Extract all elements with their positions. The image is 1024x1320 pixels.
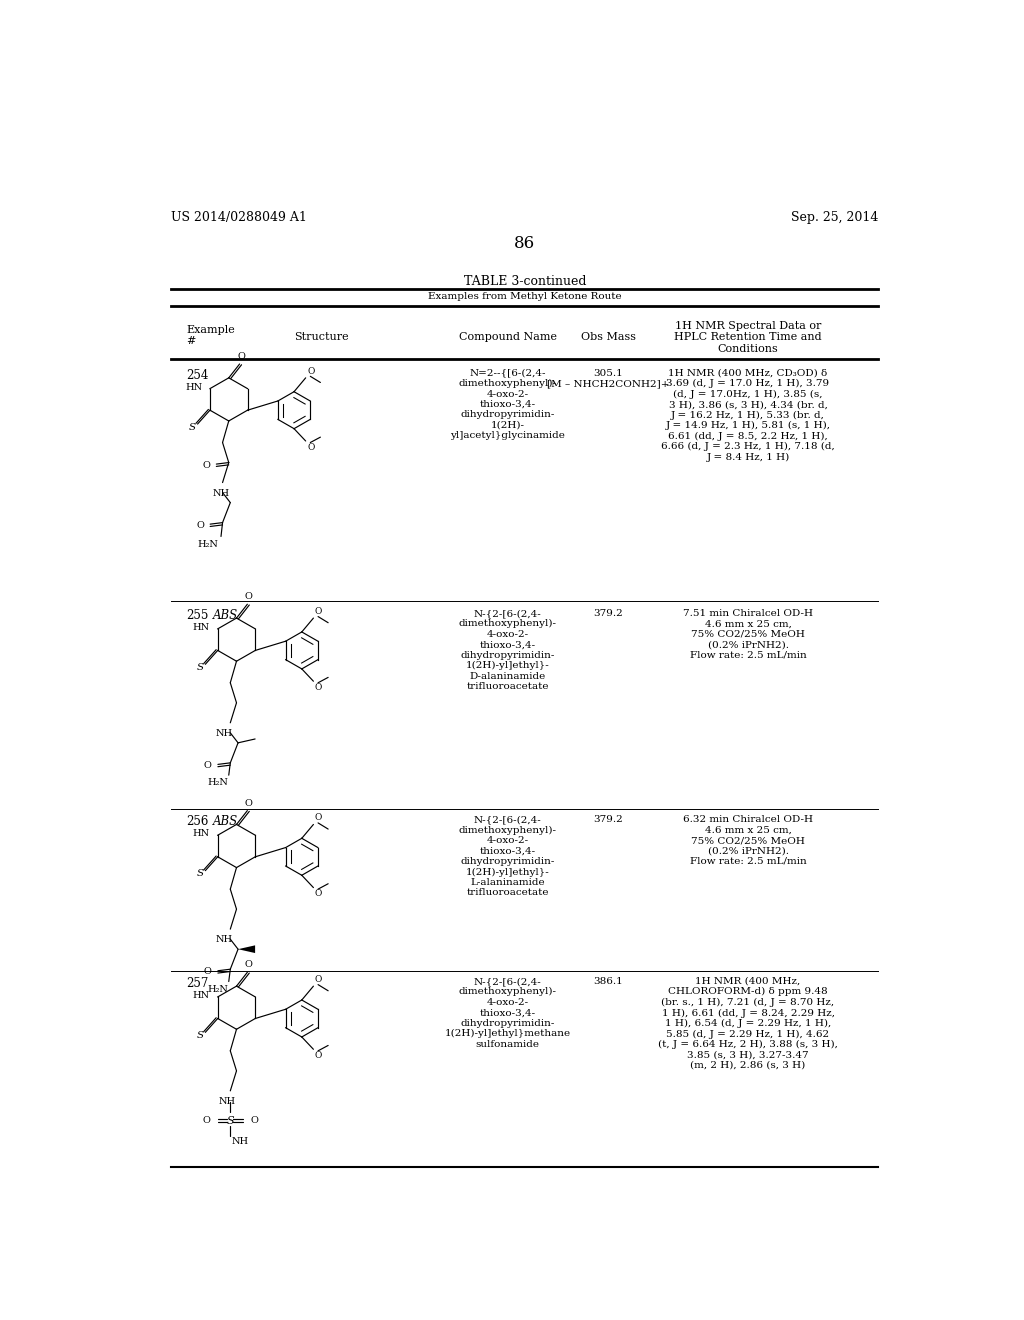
Polygon shape [238, 945, 255, 953]
Text: HN: HN [193, 829, 210, 838]
Text: O: O [315, 813, 323, 822]
Text: O: O [245, 593, 253, 601]
Text: O: O [315, 890, 323, 898]
Text: O: O [245, 799, 253, 808]
Text: 379.2: 379.2 [594, 816, 624, 824]
Text: ABS: ABS [213, 816, 239, 828]
Text: Example
#: Example # [186, 325, 234, 346]
Text: O: O [307, 442, 314, 451]
Text: 256: 256 [186, 816, 209, 828]
Text: S: S [197, 663, 204, 672]
Text: Obs Mass: Obs Mass [581, 333, 636, 342]
Text: O: O [204, 968, 212, 977]
Text: NH: NH [215, 936, 232, 944]
Text: O: O [245, 960, 253, 969]
Text: US 2014/0288049 A1: US 2014/0288049 A1 [171, 211, 306, 224]
Text: O: O [315, 607, 323, 615]
Text: Compound Name: Compound Name [459, 333, 557, 342]
Text: 86: 86 [514, 235, 536, 252]
Text: N=2--{[6-(2,4-
dimethoxyphenyl)-
4-oxo-2-
thioxo-3,4-
dihydropyrimidin-
1(2H)-
y: N=2--{[6-(2,4- dimethoxyphenyl)- 4-oxo-2… [451, 368, 565, 440]
Text: O: O [203, 1115, 210, 1125]
Text: 1H NMR Spectral Data or
HPLC Retention Time and
Conditions: 1H NMR Spectral Data or HPLC Retention T… [674, 321, 822, 354]
Text: HN: HN [193, 623, 210, 632]
Text: 6.32 min Chiralcel OD-H
4.6 mm x 25 cm,
75% CO2/25% MeOH
(0.2% iPrNH2).
Flow rat: 6.32 min Chiralcel OD-H 4.6 mm x 25 cm, … [683, 816, 813, 866]
Text: H₂N: H₂N [208, 985, 228, 994]
Text: NH: NH [215, 729, 232, 738]
Text: S: S [226, 1115, 234, 1126]
Text: O: O [251, 1115, 258, 1125]
Text: TABLE 3-continued: TABLE 3-continued [464, 276, 586, 289]
Text: O: O [238, 352, 245, 360]
Text: N-{2-[6-(2,4-
dimethoxyphenyl)-
4-oxo-2-
thioxo-3,4-
dihydropyrimidin-
1(2H)-yl]: N-{2-[6-(2,4- dimethoxyphenyl)- 4-oxo-2-… [459, 609, 557, 690]
Text: NH: NH [219, 1097, 236, 1106]
Text: HN: HN [193, 991, 210, 999]
Text: 1H NMR (400 MHz, CD₃OD) δ
3.69 (d, J = 17.0 Hz, 1 H), 3.79
(d, J = 17.0Hz, 1 H),: 1H NMR (400 MHz, CD₃OD) δ 3.69 (d, J = 1… [662, 368, 835, 462]
Text: 257: 257 [186, 977, 209, 990]
Text: Examples from Methyl Ketone Route: Examples from Methyl Ketone Route [428, 293, 622, 301]
Text: O: O [204, 762, 212, 770]
Text: S: S [197, 1031, 204, 1040]
Text: 379.2: 379.2 [594, 609, 624, 618]
Text: O: O [203, 461, 210, 470]
Text: O: O [315, 975, 323, 983]
Text: N-{2-[6-(2,4-
dimethoxyphenyl)-
4-oxo-2-
thioxo-3,4-
dihydropyrimidin-
1(2H)-yl]: N-{2-[6-(2,4- dimethoxyphenyl)- 4-oxo-2-… [459, 816, 557, 898]
Text: O: O [307, 367, 314, 376]
Text: 1H NMR (400 MHz,
CHLOROFORM-d) δ ppm 9.48
(br. s., 1 H), 7.21 (d, J = 8.70 Hz,
1: 1H NMR (400 MHz, CHLOROFORM-d) δ ppm 9.4… [658, 977, 838, 1071]
Text: 305.1
[M – NHCH2CONH2]+: 305.1 [M – NHCH2CONH2]+ [547, 368, 670, 388]
Text: NH: NH [212, 488, 229, 498]
Text: Structure: Structure [295, 333, 349, 342]
Text: O: O [315, 682, 323, 692]
Text: 254: 254 [186, 368, 209, 381]
Text: S: S [188, 422, 196, 432]
Text: 386.1: 386.1 [594, 977, 624, 986]
Text: 255: 255 [186, 609, 209, 622]
Text: S: S [197, 870, 204, 878]
Text: Sep. 25, 2014: Sep. 25, 2014 [791, 211, 879, 224]
Text: N-{2-[6-(2,4-
dimethoxyphenyl)-
4-oxo-2-
thioxo-3,4-
dihydropyrimidin-
1(2H)-yl]: N-{2-[6-(2,4- dimethoxyphenyl)- 4-oxo-2-… [444, 977, 570, 1048]
Text: 7.51 min Chiralcel OD-H
4.6 mm x 25 cm,
75% CO2/25% MeOH
(0.2% iPrNH2).
Flow rat: 7.51 min Chiralcel OD-H 4.6 mm x 25 cm, … [683, 609, 813, 660]
Text: HN: HN [185, 383, 202, 392]
Text: O: O [196, 521, 204, 529]
Text: H₂N: H₂N [208, 779, 228, 787]
Text: H₂N: H₂N [198, 540, 219, 549]
Text: NH: NH [231, 1137, 249, 1146]
Text: ABS: ABS [213, 609, 239, 622]
Text: O: O [315, 1051, 323, 1060]
